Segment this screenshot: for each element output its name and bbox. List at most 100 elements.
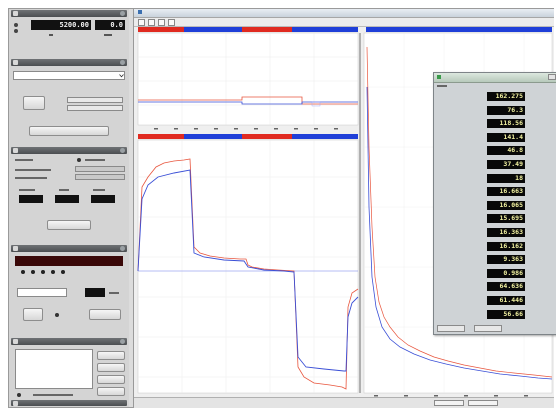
option-field[interactable] xyxy=(75,166,125,172)
cursor-icon[interactable] xyxy=(138,19,145,26)
overlay-row-value: 61.446 xyxy=(487,296,525,305)
red-series-main xyxy=(137,158,359,390)
overlay-row: 37.49 xyxy=(437,160,556,169)
top-panel-ticks xyxy=(154,128,338,130)
plot-toolbar xyxy=(134,18,554,27)
mode-select[interactable] xyxy=(17,288,67,297)
play-icon[interactable] xyxy=(21,270,25,274)
overlay-menu[interactable] xyxy=(437,85,447,87)
collapse-icon[interactable] xyxy=(120,246,125,251)
overlay-row-value: 9.363 xyxy=(487,255,525,265)
section-header-source[interactable] xyxy=(11,59,127,66)
notes-button[interactable] xyxy=(97,363,125,372)
overlay-row-value: 37.49 xyxy=(487,160,525,169)
source-select[interactable] xyxy=(13,71,125,80)
unit-label xyxy=(109,292,119,294)
top-left-tabs xyxy=(138,27,358,32)
overlay-row: 46.8 xyxy=(437,146,556,156)
connect-button[interactable] xyxy=(23,96,45,110)
parameter-display xyxy=(55,195,79,203)
info-field xyxy=(67,105,123,111)
option-radio[interactable] xyxy=(77,158,81,162)
secondary-value-display: 0.0 xyxy=(95,20,125,30)
overlay-row: 118.56 xyxy=(437,119,556,129)
overlay-row-value: 162.275 xyxy=(487,92,525,101)
stop-icon[interactable] xyxy=(31,270,35,274)
overlay-row-value: 141.4 xyxy=(487,132,525,142)
overlay-row: 16.363 xyxy=(437,228,556,237)
right-plot-tab xyxy=(366,27,552,32)
overlay-row: 64.636 xyxy=(437,282,556,292)
section-header-notes[interactable] xyxy=(11,338,127,345)
overlay-row: 18 xyxy=(437,173,556,183)
zoom-icon[interactable] xyxy=(148,19,155,26)
overlay-row: 0.986 xyxy=(437,268,556,278)
parameter-display xyxy=(91,195,115,203)
section-header-display[interactable] xyxy=(11,10,127,17)
status-field xyxy=(434,400,464,406)
window-icon xyxy=(138,10,142,14)
collapse-icon[interactable] xyxy=(120,339,125,344)
display-unit-mark xyxy=(104,34,112,36)
section-header-recording[interactable] xyxy=(11,245,127,252)
overlay-row: 61.446 xyxy=(437,296,556,305)
option-field[interactable] xyxy=(75,174,125,180)
overlay-row: 9.363 xyxy=(437,255,556,265)
overlay-titlebar[interactable] xyxy=(434,73,556,83)
overlay-row: 16.663 xyxy=(437,187,556,197)
notes-textarea[interactable] xyxy=(15,349,93,389)
overlay-row: 15.695 xyxy=(437,214,556,224)
rewind-icon[interactable] xyxy=(61,270,65,274)
overlay-row-value: 76.3 xyxy=(487,105,525,115)
notes-button[interactable] xyxy=(97,375,125,384)
overlay-row-value: 18 xyxy=(487,173,525,183)
notes-button[interactable] xyxy=(97,387,125,396)
overlay-row-value: 15.695 xyxy=(487,214,525,224)
main-value-display: 5200.00 xyxy=(31,20,91,30)
numeric-display xyxy=(85,288,105,297)
collapse-icon[interactable] xyxy=(120,11,125,16)
record-icon[interactable] xyxy=(51,270,55,274)
overlay-row-value: 46.8 xyxy=(487,146,525,156)
overlay-row-value: 118.56 xyxy=(487,119,525,129)
overlay-status-field xyxy=(437,325,465,332)
configure-button[interactable] xyxy=(29,126,109,136)
option-label xyxy=(15,177,47,179)
status-field xyxy=(468,400,498,406)
section-header-extra[interactable] xyxy=(11,400,127,406)
parameter-label xyxy=(59,189,69,191)
section-icon xyxy=(13,60,18,65)
overlay-row-value: 64.636 xyxy=(487,282,525,292)
info-field xyxy=(67,97,123,103)
option-label xyxy=(15,159,33,161)
settings-icon[interactable] xyxy=(168,19,175,26)
overlay-status-field xyxy=(474,325,502,332)
section-icon xyxy=(13,11,18,16)
overlay-window-icon xyxy=(437,75,441,79)
section-header-settings[interactable] xyxy=(11,147,127,154)
parameter-display xyxy=(19,195,43,203)
right-axis-ticks xyxy=(374,395,528,397)
overlay-row: 162.275 xyxy=(437,92,556,101)
collapse-icon[interactable] xyxy=(120,60,125,65)
marker-button[interactable] xyxy=(23,308,43,321)
left-control-panel: 5200.00 0.0 xyxy=(9,9,129,407)
pause-icon[interactable] xyxy=(41,270,45,274)
parameter-label xyxy=(19,189,35,191)
apply-button[interactable] xyxy=(47,220,91,230)
section-icon xyxy=(13,148,18,153)
parameter-label xyxy=(93,189,105,191)
pan-icon[interactable] xyxy=(158,19,165,26)
overlay-row-value: 0.986 xyxy=(487,268,525,278)
overlay-row: 141.4 xyxy=(437,132,556,142)
settings-button[interactable] xyxy=(89,309,121,320)
chevron-down-icon[interactable] xyxy=(119,72,124,79)
collapse-icon[interactable] xyxy=(120,148,125,153)
option-label xyxy=(85,159,105,161)
option-checkbox[interactable] xyxy=(17,393,21,397)
values-overlay-window[interactable]: 162.275 76.3 118.56 141.4 46.8 37.49 18 16.663 1… xyxy=(433,72,556,335)
overlay-row-value: 16.663 xyxy=(487,187,525,197)
notes-button[interactable] xyxy=(97,351,125,360)
close-icon[interactable] xyxy=(548,74,556,80)
blue-series-top xyxy=(138,101,358,105)
